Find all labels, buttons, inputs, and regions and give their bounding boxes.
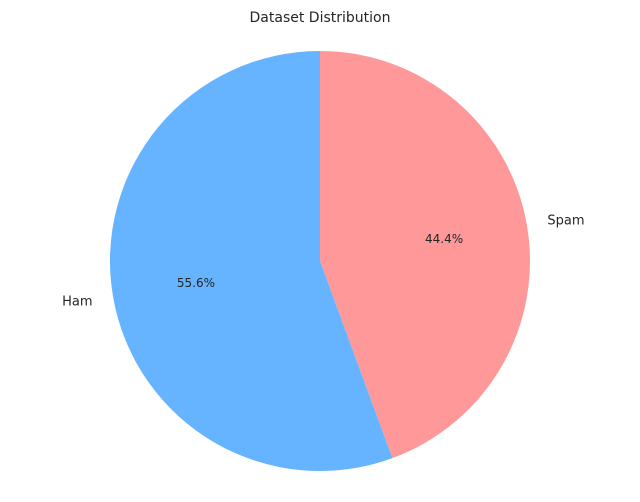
slice-percent-spam: 44.4% (425, 232, 463, 246)
pie-slice-spam (320, 51, 530, 459)
slice-percent-ham: 55.6% (177, 276, 215, 290)
pie-slices (109, 50, 530, 471)
slice-label-ham: Ham (62, 294, 92, 309)
pie-labels: Spam 44.4% Ham 55.6% (62, 214, 584, 310)
chart-title: Dataset Distribution (250, 10, 391, 26)
pie-slice-ham (109, 50, 393, 471)
slice-label-spam: Spam (547, 214, 584, 229)
